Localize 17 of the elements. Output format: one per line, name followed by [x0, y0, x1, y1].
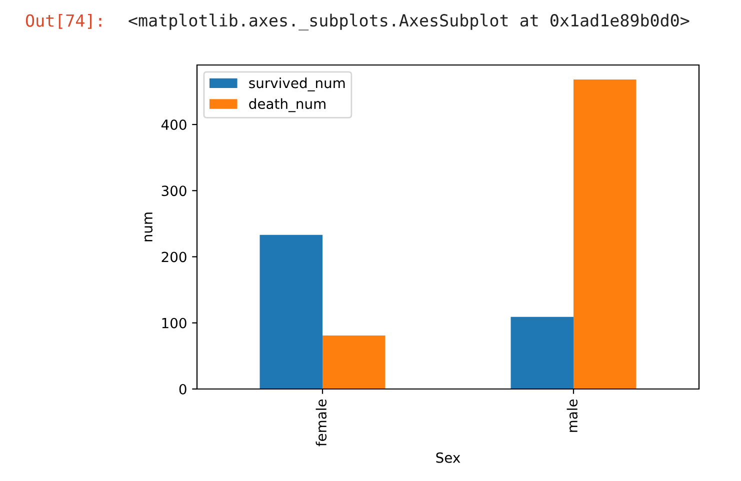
y-tick-label: 200	[162, 252, 186, 262]
text: <matplotlib.axes._subplots.AxesSubplot at 0x1ad1e89b0d0>	[128, 14, 690, 30]
x-axis-title: Sex	[436, 452, 460, 463]
y-tick-label: 0	[179, 384, 186, 394]
legend-label: survived_num	[249, 78, 345, 92]
bar	[510, 316, 574, 389]
y-axis-title: num	[144, 212, 153, 242]
legend-label: death_num	[249, 98, 326, 112]
y-tick-label: 300	[162, 186, 186, 196]
bar	[260, 234, 322, 389]
y-tick-label: 100	[162, 318, 186, 328]
x-tick-label: male	[566, 399, 578, 432]
bar	[322, 335, 386, 389]
bar	[574, 80, 636, 389]
x-tick-label: female	[316, 399, 327, 446]
y-tick-label: 400	[161, 119, 186, 130]
text: Out[74]:	[26, 14, 102, 29]
